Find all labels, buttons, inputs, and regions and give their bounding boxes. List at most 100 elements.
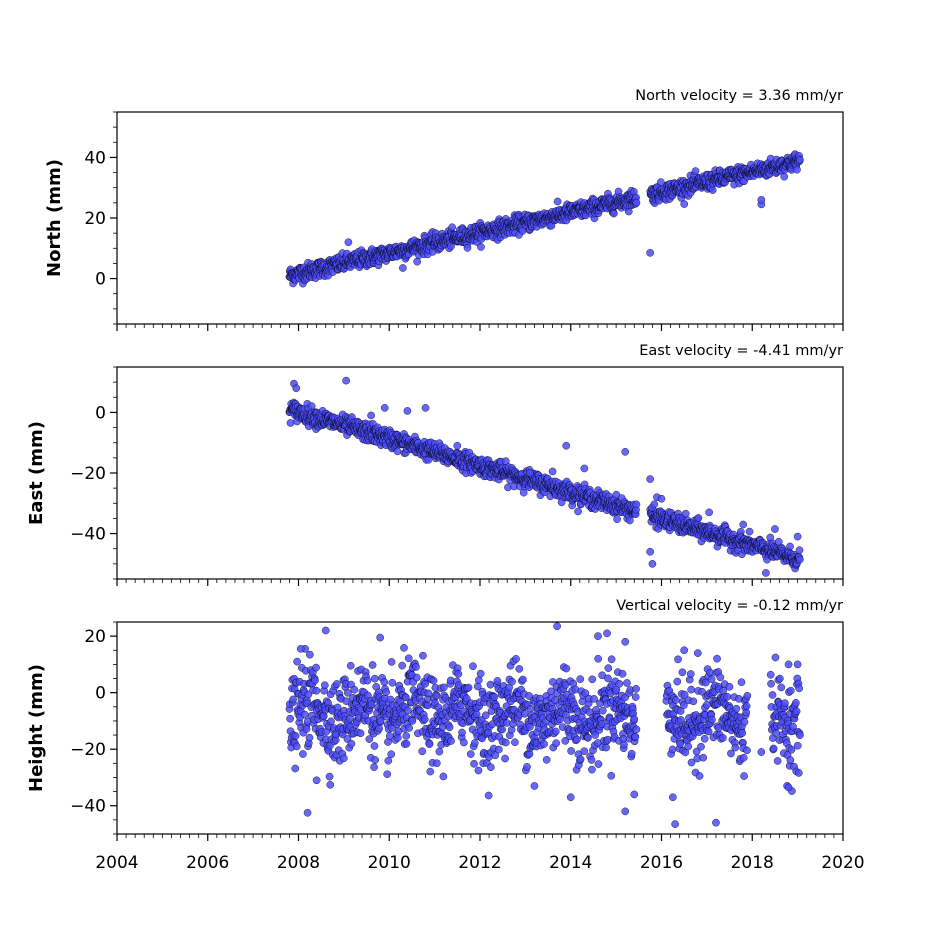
data-point (604, 664, 613, 672)
data-point (757, 196, 766, 204)
data-point (757, 748, 766, 756)
y-tick-label: 0 (95, 270, 106, 290)
data-point (363, 676, 372, 685)
data-point (657, 494, 666, 503)
north-points (285, 150, 804, 288)
data-point (376, 633, 384, 642)
data-point (740, 718, 749, 726)
north-velocity-annotation: North velocity = 3.36 mm/yr (635, 88, 843, 104)
x-tick-label: 2020 (821, 853, 864, 873)
data-point (631, 733, 640, 741)
data-point (621, 807, 630, 816)
data-point (672, 696, 680, 704)
data-point (311, 676, 319, 685)
data-point (700, 734, 709, 743)
north-ticks: 0 20 40 (84, 111, 844, 331)
data-point (607, 655, 616, 664)
data-point (321, 626, 330, 635)
data-point (731, 743, 740, 752)
data-point (704, 727, 713, 736)
data-point (512, 655, 520, 663)
data-point (486, 680, 495, 689)
data-point (792, 699, 800, 707)
data-point (562, 664, 571, 673)
data-point (408, 717, 417, 725)
east-velocity-annotation: East velocity = -4.41 mm/yr (639, 343, 843, 359)
data-point (786, 756, 795, 764)
data-point (402, 732, 410, 740)
data-point (742, 702, 751, 710)
data-point (412, 673, 421, 682)
y-tick-label: −20 (70, 740, 106, 760)
data-point (402, 740, 411, 748)
data-point (723, 692, 732, 701)
data-point (632, 725, 641, 734)
data-point (306, 650, 314, 659)
data-point (594, 760, 603, 768)
data-point (526, 705, 535, 713)
y-tick-label: 40 (84, 148, 106, 168)
data-point (508, 677, 516, 686)
data-point (433, 759, 441, 768)
data-point (796, 731, 804, 740)
data-point (375, 724, 383, 733)
data-point (424, 689, 433, 698)
data-point (302, 725, 311, 733)
data-point (793, 532, 802, 541)
data-point (580, 747, 589, 756)
y-tick-label: −20 (70, 464, 106, 484)
data-point (523, 763, 531, 771)
data-point (603, 629, 611, 638)
data-point (300, 710, 309, 719)
data-point (708, 715, 716, 724)
data-point (719, 734, 727, 742)
data-point (771, 525, 779, 533)
data-point (393, 734, 402, 742)
data-point (466, 750, 475, 758)
data-point (460, 738, 468, 747)
data-point (286, 419, 295, 427)
x-tick-label: 2012 (458, 853, 501, 873)
data-point (464, 683, 473, 692)
data-point (620, 740, 628, 749)
x-tick-label: 2018 (731, 853, 774, 873)
data-point (590, 695, 598, 703)
data-point (305, 733, 314, 742)
data-point (371, 756, 379, 764)
data-point (446, 676, 455, 685)
data-point (777, 683, 786, 692)
data-point (474, 676, 483, 684)
data-point (388, 678, 397, 687)
data-point (420, 715, 429, 724)
data-point (772, 729, 780, 737)
data-point (621, 637, 630, 646)
north-ylabel: North (mm) (44, 159, 65, 277)
data-point (792, 707, 801, 716)
data-point (713, 654, 721, 663)
data-point (787, 745, 796, 754)
data-point (684, 742, 693, 751)
data-point (344, 238, 353, 247)
data-point (732, 704, 741, 713)
data-point (429, 676, 438, 685)
data-point (632, 500, 641, 509)
data-point (671, 820, 679, 828)
data-point (370, 742, 379, 750)
data-point (432, 692, 441, 700)
data-point (548, 467, 557, 476)
data-point (631, 693, 640, 701)
data-point (646, 475, 654, 483)
data-point (703, 701, 711, 709)
east-panel: East velocity = -4.41 mm/yr East (mm) −4… (26, 343, 844, 586)
data-point (384, 756, 393, 765)
y-tick-label: 20 (84, 209, 106, 229)
data-point (773, 757, 782, 765)
data-point (588, 765, 596, 774)
data-point (739, 520, 747, 529)
data-point (490, 693, 499, 701)
north-axes-frame (116, 111, 844, 325)
data-point (470, 739, 479, 747)
data-point (530, 782, 539, 790)
data-point (707, 675, 716, 683)
data-point (615, 680, 624, 688)
